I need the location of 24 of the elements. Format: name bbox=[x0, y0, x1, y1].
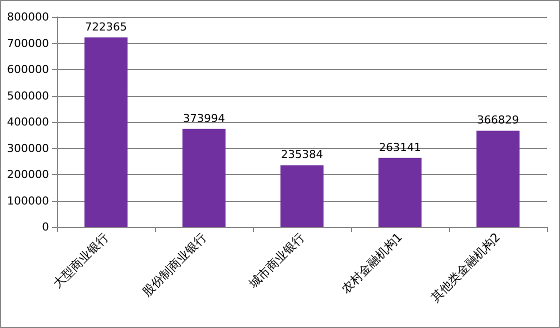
x-tick-label: 农村金融机构1 bbox=[338, 230, 405, 296]
y-tick-label: 400000 bbox=[7, 116, 49, 128]
bar bbox=[280, 165, 324, 227]
y-tick-label: 200000 bbox=[7, 168, 49, 181]
y-tick-label: 300000 bbox=[7, 142, 49, 155]
data-label: 366829 bbox=[477, 114, 519, 127]
bar bbox=[378, 158, 422, 227]
x-tick-label: 其他类金融机构2 bbox=[428, 230, 503, 305]
y-tick-label: 800000 bbox=[7, 10, 49, 24]
y-tick-label: 0 bbox=[42, 220, 49, 234]
x-tick-label: 大型商业银行 bbox=[50, 230, 111, 291]
data-label: 235384 bbox=[281, 148, 323, 162]
bar bbox=[182, 128, 226, 227]
data-label: 722365 bbox=[85, 20, 127, 34]
y-tick-label: 600000 bbox=[7, 63, 49, 76]
data-label: 263141 bbox=[379, 140, 421, 154]
y-tick-label: 100000 bbox=[7, 194, 49, 208]
data-label: 373994 bbox=[183, 112, 225, 125]
y-tick-label: 500000 bbox=[7, 89, 49, 102]
y-tick-label: 700000 bbox=[7, 36, 49, 50]
bar bbox=[84, 37, 128, 227]
bar bbox=[476, 130, 520, 227]
x-tick-label: 股份制商业银行 bbox=[140, 230, 209, 300]
x-tick-label: 城市商业银行 bbox=[245, 230, 307, 292]
